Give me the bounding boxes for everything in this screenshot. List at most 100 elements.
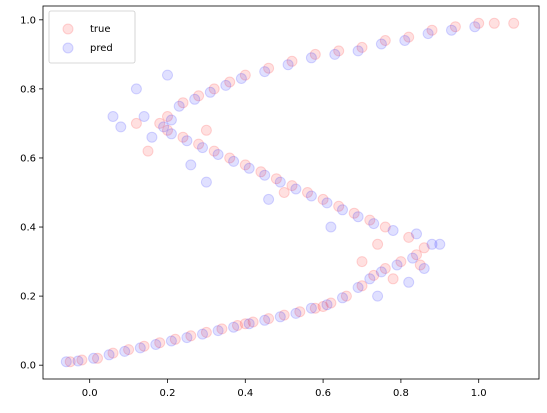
point-true-34 [255, 166, 267, 178]
point-pred-70 [418, 263, 430, 274]
point-true-15 [294, 306, 306, 318]
legend-marker-true [62, 23, 74, 35]
point-pred-7 [165, 335, 177, 347]
point-pred-19 [352, 282, 364, 293]
point-true-19 [356, 280, 368, 292]
point-true-3 [107, 347, 119, 359]
point-true-56 [449, 21, 461, 33]
point-pred-16 [305, 302, 317, 314]
x-tick-label: 0.2 [160, 388, 176, 399]
y-tick-label: 0.0 [20, 361, 36, 372]
point-true-44 [193, 90, 205, 102]
point-true-69 [317, 301, 329, 312]
point-pred-50 [305, 52, 317, 64]
point-true-16 [309, 302, 321, 314]
point-pred-27 [368, 218, 380, 230]
point-true-14 [278, 309, 290, 321]
point-true-9 [200, 326, 212, 338]
point-true-46 [224, 76, 236, 88]
point-pred-23 [407, 252, 419, 264]
x-tick-label: 0.0 [82, 388, 98, 399]
point-true-50 [309, 48, 321, 60]
point-true-38 [193, 138, 205, 150]
point-true-12 [247, 316, 259, 328]
x-tick-label: 0.8 [393, 388, 409, 399]
point-true-49 [286, 55, 298, 67]
point-pred-39 [181, 135, 193, 147]
point-true-58 [488, 17, 500, 29]
point-pred-18 [337, 292, 348, 304]
point-true-55 [426, 24, 438, 36]
point-true-64 [372, 238, 384, 250]
point-true-25 [403, 231, 415, 243]
point-pred-6 [150, 339, 162, 350]
point-pred-44 [189, 93, 201, 105]
point-pred-11 [228, 321, 240, 333]
point-pred-33 [274, 176, 286, 188]
point-true-36 [224, 152, 236, 164]
point-true-0 [64, 356, 76, 368]
point-pred-10 [212, 325, 224, 337]
legend: true pred [48, 10, 136, 64]
point-true-33 [270, 173, 282, 185]
point-true-41 [154, 117, 166, 129]
point-pred-22 [391, 259, 403, 271]
point-pred-66 [263, 193, 275, 205]
point-true-10 [216, 323, 228, 335]
point-pred-0 [60, 356, 72, 368]
point-true-40 [162, 124, 173, 136]
point-true-26 [379, 221, 391, 233]
point-pred-65 [200, 176, 212, 188]
point-true-39 [177, 131, 189, 143]
point-pred-56 [446, 24, 457, 36]
x-tick-label: 0.4 [237, 388, 253, 399]
point-true-28 [348, 207, 360, 219]
point-true-35 [239, 159, 251, 171]
y-tick-label: 0.6 [20, 153, 36, 164]
point-true-51 [333, 45, 345, 57]
point-pred-32 [290, 183, 302, 195]
point-pred-1 [72, 355, 84, 367]
point-pred-46 [220, 79, 232, 91]
point-true-47 [239, 69, 251, 81]
point-true-68 [239, 318, 251, 330]
point-pred-14 [274, 311, 286, 323]
point-true-21 [379, 263, 391, 274]
point-pred-29 [337, 204, 348, 216]
point-true-30 [317, 193, 329, 205]
point-true-20 [368, 269, 380, 281]
point-pred-13 [259, 314, 271, 326]
point-pred-36 [228, 155, 240, 167]
point-pred-31 [305, 190, 317, 202]
point-true-48 [263, 62, 275, 74]
point-pred-48 [259, 66, 271, 78]
point-true-52 [356, 41, 368, 53]
axes-frame [42, 5, 540, 380]
point-true-66 [356, 256, 368, 268]
point-pred-68 [372, 290, 384, 302]
point-true-42 [162, 111, 173, 122]
point-true-27 [364, 214, 376, 226]
legend-label-pred: pred [90, 43, 113, 54]
point-true-4 [123, 344, 135, 356]
point-true-8 [185, 330, 197, 342]
point-true-13 [263, 313, 275, 325]
point-pred-43 [173, 100, 185, 112]
point-pred-55 [422, 28, 434, 40]
point-true-32 [286, 180, 298, 192]
point-true-57 [473, 17, 485, 29]
point-pred-38 [197, 142, 208, 154]
point-pred-15 [290, 307, 302, 319]
point-pred-4 [119, 345, 131, 357]
point-true-22 [395, 256, 407, 268]
point-true-43 [177, 97, 189, 109]
point-true-59 [508, 17, 520, 29]
points-layer [60, 17, 520, 368]
point-pred-12 [243, 318, 255, 330]
point-true-2 [92, 352, 103, 364]
point-pred-35 [243, 162, 255, 174]
point-true-5 [138, 340, 150, 352]
point-true-60 [142, 145, 154, 157]
